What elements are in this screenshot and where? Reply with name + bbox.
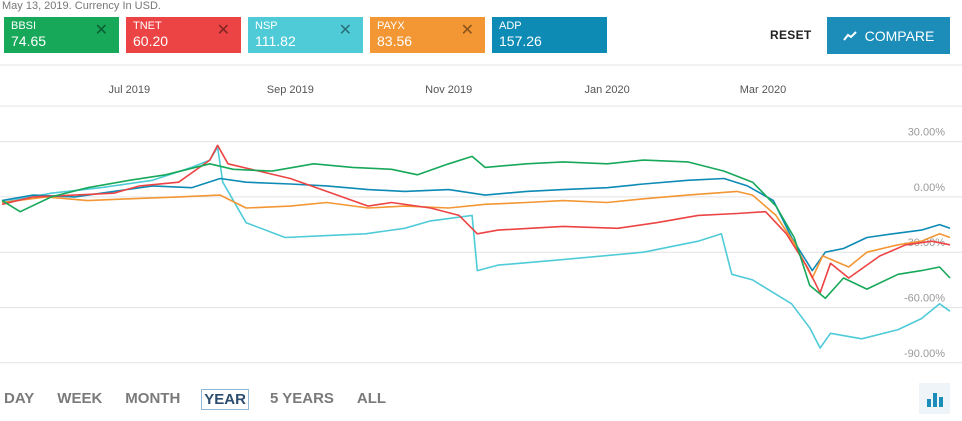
ticker-price: 60.20 bbox=[133, 33, 169, 49]
series-line-bbsi bbox=[1, 155, 951, 300]
close-icon[interactable]: ✕ bbox=[338, 22, 352, 39]
chart-subtitle: May 13, 2019. Currency In USD. bbox=[2, 0, 161, 12]
bar-chart-icon[interactable] bbox=[919, 383, 950, 414]
ticker-price: 111.82 bbox=[255, 33, 296, 49]
ticker-symbol: NSP bbox=[255, 20, 278, 32]
ticker-bbsi[interactable]: BBSI 74.65 ✕ bbox=[4, 17, 119, 53]
x-tick-label: Jul 2019 bbox=[108, 84, 150, 96]
ticker-price: 157.26 bbox=[499, 33, 542, 49]
ticker-symbol: BBSI bbox=[11, 20, 37, 32]
range-month[interactable]: MONTH bbox=[125, 390, 181, 407]
range-selector: DAY WEEK MONTH YEAR 5 YEARS ALL bbox=[2, 389, 407, 410]
y-tick-label: 30.00% bbox=[908, 127, 946, 139]
ticker-symbol: ADP bbox=[499, 20, 522, 32]
x-tick-label: Nov 2019 bbox=[425, 84, 472, 96]
ticker-price: 83.56 bbox=[377, 33, 413, 49]
ticker-symbol: TNET bbox=[133, 20, 162, 32]
compare-button[interactable]: COMPARE bbox=[827, 17, 950, 54]
comparison-line-chart: Jul 2019 Sep 2019 Nov 2019 Jan 2020 Mar 2020… bbox=[0, 64, 962, 364]
range-week[interactable]: WEEK bbox=[57, 390, 103, 407]
series-line-adp bbox=[1, 177, 951, 272]
y-tick-label: -60.00% bbox=[904, 293, 945, 305]
range-day[interactable]: DAY bbox=[4, 390, 35, 407]
reset-button[interactable]: RESET bbox=[770, 28, 812, 42]
y-tick-label: -90.00% bbox=[904, 348, 945, 360]
close-icon[interactable]: ✕ bbox=[460, 22, 474, 39]
ticker-tnet[interactable]: TNET 60.20 ✕ bbox=[126, 17, 241, 53]
close-icon[interactable]: ✕ bbox=[94, 22, 108, 39]
range-5-years[interactable]: 5 YEARS bbox=[269, 390, 334, 407]
x-tick-label: Mar 2020 bbox=[740, 84, 786, 96]
ticker-payx[interactable]: PAYX 83.56 ✕ bbox=[370, 17, 485, 53]
ticker-strip: BBSI 74.65 ✕ TNET 60.20 ✕ NSP 111.82 ✕ P… bbox=[4, 17, 607, 53]
y-tick-label: 0.00% bbox=[914, 182, 945, 194]
ticker-nsp[interactable]: NSP 111.82 ✕ bbox=[248, 17, 363, 53]
y-tick-label: -30.00% bbox=[904, 237, 945, 249]
compare-label: COMPARE bbox=[864, 27, 935, 44]
x-tick-label: Sep 2019 bbox=[267, 84, 314, 96]
ticker-symbol: PAYX bbox=[377, 20, 405, 32]
ticker-adp[interactable]: ADP 157.26 bbox=[492, 17, 607, 53]
x-tick-label: Jan 2020 bbox=[585, 84, 630, 96]
trend-line-icon bbox=[842, 30, 857, 41]
series-line-payx bbox=[1, 190, 951, 279]
range-year[interactable]: YEAR bbox=[201, 389, 249, 410]
close-icon[interactable]: ✕ bbox=[216, 22, 230, 39]
ticker-price: 74.65 bbox=[11, 33, 47, 49]
range-all[interactable]: ALL bbox=[356, 390, 387, 407]
series-line-tnet bbox=[1, 144, 951, 294]
